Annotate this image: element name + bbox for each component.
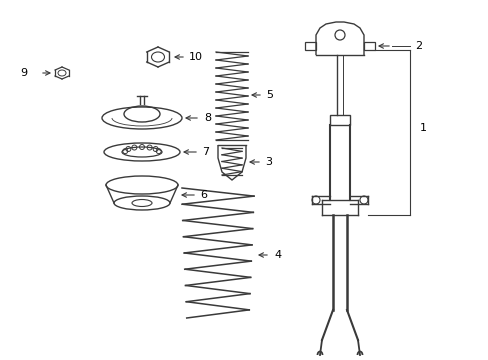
- Text: 10: 10: [189, 52, 203, 62]
- Text: 9: 9: [20, 68, 27, 78]
- Text: 2: 2: [414, 41, 421, 51]
- Text: 7: 7: [202, 147, 209, 157]
- Text: 6: 6: [200, 190, 206, 200]
- Text: 8: 8: [203, 113, 211, 123]
- Text: 3: 3: [264, 157, 271, 167]
- Text: 5: 5: [265, 90, 272, 100]
- Text: 1: 1: [419, 123, 426, 133]
- Text: 4: 4: [273, 250, 281, 260]
